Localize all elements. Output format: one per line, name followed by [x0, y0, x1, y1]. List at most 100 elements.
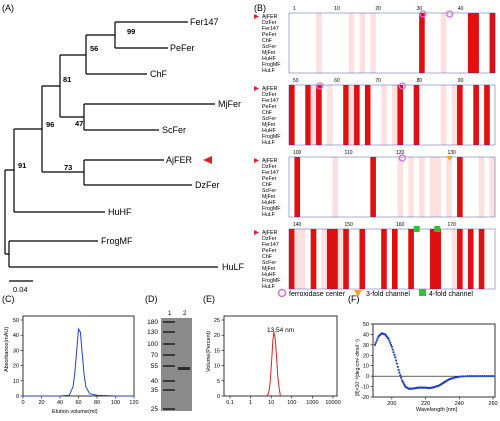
- alignment-block-1: 1 10 20 30 40 AjFERDzFerFer147PeFerChFScFerMj…: [254, 6, 496, 74]
- species-label: AjFER: [262, 86, 277, 92]
- species-label: HuHF: [262, 200, 277, 206]
- panel-f-point: [479, 375, 482, 378]
- panel-f-point: [491, 375, 495, 378]
- panel-f-ytick-label: 10: [363, 364, 369, 370]
- panel-f-ytick-label: 30: [363, 343, 369, 349]
- panel-f-point: [454, 376, 457, 379]
- panel-c-xtick-label: 0: [21, 400, 24, 406]
- panel-f-point: [472, 375, 476, 378]
- alignment-column: [348, 85, 355, 145]
- species-label: PeFer: [262, 176, 277, 182]
- alignment-tick-label: 150: [345, 222, 354, 228]
- panel-e-ytick-label: 15: [214, 348, 220, 354]
- species-label: ChF: [262, 38, 273, 44]
- panel-e-series-line: [266, 332, 281, 397]
- panel-c-xtick-label: 100: [111, 400, 120, 406]
- panel-f-point: [393, 353, 396, 356]
- ajfer-arrow-icon: [254, 14, 259, 19]
- species-label: HuHF: [262, 56, 277, 62]
- panel-f-xtick-label: 240: [455, 401, 464, 407]
- species-label: AjFER: [262, 14, 277, 20]
- bootstrap-values: 99 56 81 47 96 73 91: [18, 27, 135, 172]
- alignment-column: [316, 85, 322, 145]
- panel-e-xtick-label: 100: [287, 400, 296, 406]
- tree-taxa: Fer147 PeFer ChF MjFer ScFer AjFER DzFer…: [101, 17, 245, 272]
- bootstrap-99: 99: [127, 27, 135, 36]
- legend-threefold: 3-fold channel: [366, 291, 410, 298]
- bootstrap-81: 81: [63, 75, 71, 84]
- panel-e-xtick-label: 0.1: [226, 400, 234, 406]
- alignment-column: [343, 229, 349, 289]
- panel-f-point: [453, 376, 456, 379]
- taxon-pefer: PeFer: [170, 43, 195, 53]
- alignment-column: [408, 157, 414, 217]
- species-label: FrogMF: [262, 62, 281, 68]
- panel-a-tree: (A) Fer147 PeFer ChF MjFer ScFer AjFER D…: [2, 3, 245, 294]
- panel-f-ytick-label: 40: [363, 332, 369, 338]
- panel-c-xtick-label: 80: [94, 400, 100, 406]
- species-label: HuLF: [262, 68, 276, 74]
- panel-c-xtick-label: 20: [38, 400, 44, 406]
- panel-f-point: [398, 371, 401, 374]
- alignment-frame: [288, 228, 496, 290]
- alignment-column: [381, 85, 387, 145]
- panel-f-point: [396, 365, 399, 368]
- alignment-tick-label: 30: [417, 6, 423, 12]
- panel-f-point: [451, 377, 454, 380]
- gel-ladder-band: [163, 331, 175, 333]
- alignment-column: [446, 157, 452, 217]
- panel-f-point: [470, 375, 473, 378]
- alignment-column: [467, 13, 474, 73]
- alignment-column: [326, 229, 333, 289]
- alignment-tick-label: 140: [293, 222, 302, 228]
- ajfer-arrow-icon: [254, 86, 259, 91]
- panel-c-ytick-label: 20: [13, 364, 19, 370]
- gel-lane-2-label: 2: [183, 311, 187, 317]
- ferroxidase-marker-icon: [398, 154, 406, 162]
- panel-f-point: [389, 343, 393, 346]
- panel-f-point: [399, 374, 402, 377]
- panel-c-ticks: 0 20 40 60 80 100 120 0 10 20 30 40 50: [13, 318, 139, 406]
- panel-c-xtick-label: 120: [129, 400, 138, 406]
- alignment-tick-label: 170: [448, 222, 457, 228]
- alignment-column: [370, 13, 376, 73]
- species-label: DzFer: [262, 20, 277, 26]
- alignment-column: [370, 157, 376, 217]
- alignment-column: [408, 229, 414, 289]
- species-label: ChF: [262, 182, 273, 188]
- species-label: ChF: [262, 110, 273, 116]
- panel-e-frame: [223, 315, 338, 397]
- alignment-column: [289, 229, 295, 289]
- alignment-column: [343, 85, 349, 145]
- panel-c-xlabel: Elution volume(ml): [52, 409, 98, 415]
- fourfold-marker-icon: [434, 226, 441, 232]
- panel-c-chromatogram: (C) Absorbance(mAU) Elution volume(ml) 0…: [2, 294, 139, 415]
- panel-f-point: [458, 375, 461, 378]
- panel-f-ticks: 200 220 240 260 -20 -10 0 10 20 30 40 50: [361, 322, 498, 407]
- alignment-column: [457, 157, 463, 217]
- alignment-column: [359, 229, 366, 289]
- species-label: Fer147: [262, 98, 279, 104]
- panel-c-ylabel: Absorbance(mAU): [4, 327, 10, 372]
- alignment-tick-label: 1: [293, 6, 296, 12]
- panel-d-gel: (D) 1 2 180 130 100 70 55 40 35 25: [145, 294, 192, 413]
- panel-f-point: [456, 376, 459, 379]
- alignment-tick-label: 120: [396, 150, 405, 156]
- species-label: PeFer: [262, 248, 277, 254]
- panel-e-ticks: 0.1 1 10 100 1000 10000 0 5 10 15 20 25: [214, 318, 341, 406]
- alignment-block-2: 50 60 70 80 90 AjFERDzFerFer147PeFerChFScFerM…: [254, 78, 496, 146]
- gel-lane-1-label: 1: [168, 311, 172, 317]
- alignment-column: [440, 85, 447, 145]
- alignment-column: [294, 229, 301, 289]
- panel-f-point: [489, 375, 492, 378]
- gel-marker-label: 40: [151, 378, 159, 385]
- panel-c-xtick-label: 60: [75, 400, 81, 406]
- panel-e-ytick-label: 5: [217, 379, 220, 385]
- alignment-column: [419, 13, 425, 73]
- tree-branches: [4, 21, 218, 268]
- alignment-tick-label: 10: [334, 6, 340, 12]
- alignment-frame: [288, 12, 496, 74]
- alignment-column: [397, 157, 404, 217]
- alignment-column: [348, 13, 355, 73]
- species-label: DzFer: [262, 236, 277, 242]
